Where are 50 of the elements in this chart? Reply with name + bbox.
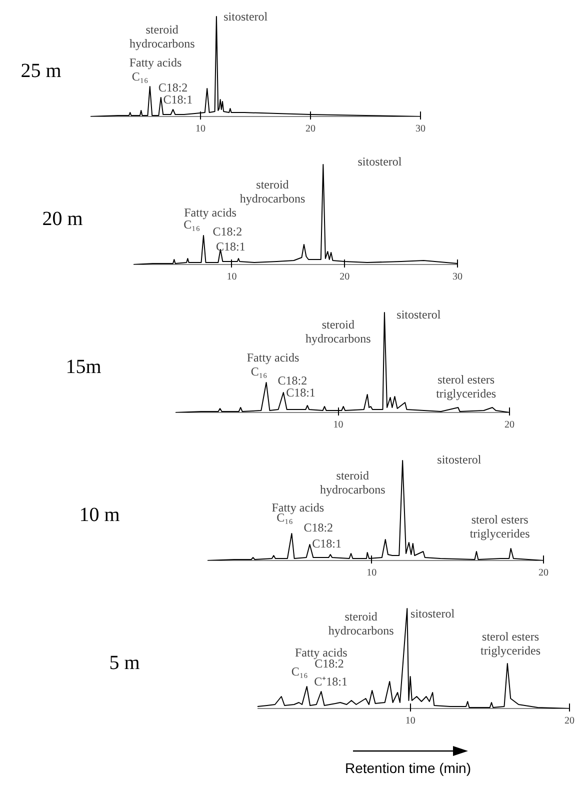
text: 15m: [64, 355, 102, 380]
annotation: steroid hydrocarbons: [328, 610, 394, 638]
annotation: steroid hydrocarbons: [129, 22, 196, 50]
annotation: C₁₆: [250, 364, 268, 378]
annotation: sterol esters triglycerides: [436, 372, 496, 400]
text: 10 m: [78, 503, 121, 528]
x-tick-label: 10: [226, 272, 237, 282]
annotation: steroid hydrocarbons: [320, 468, 386, 496]
annotation: sitosterol: [410, 606, 456, 620]
annotation: Fatty acids: [129, 56, 182, 70]
x-tick-label: 20: [306, 124, 316, 134]
annotation: C18:2: [278, 374, 308, 388]
x-tick-label: 30: [416, 124, 426, 134]
annotation: Fatty acids: [272, 500, 324, 514]
annotation: C18:1: [216, 240, 246, 254]
text: 25 m: [20, 59, 62, 84]
annotation: C18:2: [304, 520, 334, 534]
annotation: Fatty acids: [294, 646, 348, 660]
annotation: C₁₆: [184, 218, 200, 232]
text: 20 m: [41, 207, 84, 232]
x-tick-label: 20: [340, 272, 350, 282]
annotation: C18:2: [212, 224, 242, 238]
text: 5 m: [108, 651, 141, 676]
x-tick-label: 20: [538, 568, 548, 578]
annotation: C₁₆: [291, 664, 308, 678]
x-tick-label: 20: [504, 420, 514, 430]
annotation: sitosterol: [358, 154, 402, 168]
annotation: sitosterol: [396, 308, 442, 322]
x-tick-label: 20: [564, 716, 574, 726]
annotation: sterol esters triglycerides: [470, 512, 530, 540]
annotation: Fatty acids: [246, 350, 300, 364]
x-tick-label: 10: [405, 716, 416, 726]
annotation: sterol esters triglycerides: [480, 630, 541, 658]
x-tick-label: 10: [196, 124, 206, 134]
annotation: steroid hydrocarbons: [240, 178, 306, 206]
annotation: C18:1: [286, 386, 316, 400]
annotation: sitosterol: [224, 10, 268, 24]
annotation: C18:1: [163, 92, 193, 106]
annotation: C₁₆: [132, 70, 148, 84]
annotation: C18:1: [312, 536, 342, 550]
annotation: C18:2: [158, 80, 188, 94]
annotation: sitosterol: [437, 452, 482, 466]
annotation: C18:2: [314, 656, 344, 670]
annotation: steroid hydrocarbons: [306, 318, 372, 346]
x-tick-label: 10: [333, 420, 344, 430]
annotation: C⁺18:1: [314, 674, 348, 688]
x-tick-label: 30: [452, 272, 462, 282]
x-tick-label: 10: [366, 568, 377, 578]
x-axis-title: Retention time (min): [344, 760, 472, 776]
annotation: Fatty acids: [184, 206, 237, 220]
